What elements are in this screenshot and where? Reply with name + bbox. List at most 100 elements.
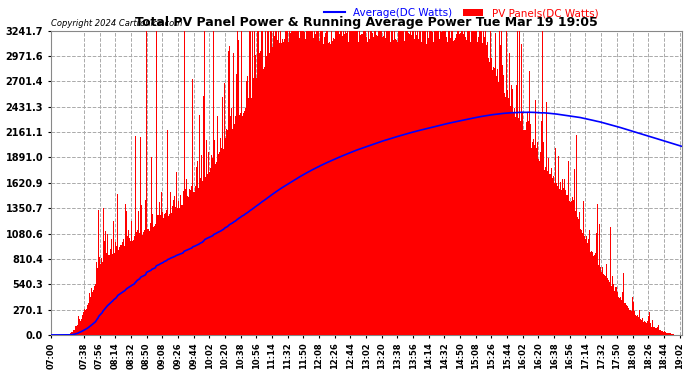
- Bar: [103, 208, 104, 335]
- Bar: [511, 84, 512, 335]
- Bar: [282, 39, 283, 335]
- Bar: [448, 31, 449, 335]
- Bar: [641, 320, 642, 335]
- Bar: [546, 171, 548, 335]
- Bar: [489, 62, 490, 335]
- Bar: [204, 31, 206, 335]
- Bar: [169, 214, 170, 335]
- Bar: [635, 314, 636, 335]
- Bar: [96, 262, 97, 335]
- Bar: [262, 31, 263, 335]
- Bar: [548, 158, 549, 335]
- Bar: [385, 38, 386, 335]
- Bar: [536, 148, 538, 335]
- Bar: [186, 179, 187, 335]
- Bar: [476, 31, 477, 335]
- Bar: [367, 42, 368, 335]
- Bar: [202, 181, 203, 335]
- Bar: [611, 286, 612, 335]
- Bar: [175, 207, 176, 335]
- Bar: [388, 31, 389, 335]
- Bar: [357, 42, 359, 335]
- Bar: [495, 33, 496, 335]
- Bar: [209, 172, 210, 335]
- Bar: [163, 218, 164, 335]
- Bar: [144, 230, 146, 335]
- Bar: [187, 196, 188, 335]
- Bar: [602, 267, 603, 335]
- Bar: [259, 53, 260, 335]
- Bar: [215, 164, 216, 335]
- Bar: [142, 235, 143, 335]
- Bar: [496, 76, 497, 335]
- Bar: [459, 33, 460, 335]
- Bar: [523, 129, 524, 335]
- Bar: [559, 189, 560, 335]
- Bar: [241, 31, 242, 335]
- Bar: [354, 31, 355, 335]
- Bar: [658, 325, 659, 335]
- Bar: [289, 31, 290, 335]
- Bar: [562, 180, 563, 335]
- Bar: [306, 31, 307, 335]
- Bar: [371, 31, 372, 335]
- Bar: [157, 215, 159, 335]
- Bar: [591, 251, 592, 335]
- Bar: [183, 191, 184, 335]
- Bar: [196, 167, 197, 335]
- Bar: [79, 319, 80, 335]
- Bar: [488, 31, 489, 335]
- Bar: [124, 246, 126, 335]
- Bar: [180, 195, 181, 335]
- Bar: [159, 202, 160, 335]
- Bar: [357, 31, 358, 335]
- Bar: [233, 53, 234, 335]
- Bar: [272, 31, 273, 335]
- Bar: [543, 142, 544, 335]
- Bar: [131, 220, 132, 335]
- Bar: [512, 89, 513, 335]
- Bar: [109, 255, 110, 335]
- Bar: [509, 53, 510, 335]
- Bar: [269, 53, 270, 335]
- Bar: [400, 31, 402, 335]
- Bar: [549, 174, 550, 335]
- Title: Total PV Panel Power & Running Average Power Tue Mar 19 19:05: Total PV Panel Power & Running Average P…: [135, 16, 598, 30]
- Bar: [113, 221, 114, 335]
- Bar: [589, 230, 591, 335]
- Bar: [248, 98, 249, 335]
- Bar: [450, 38, 451, 335]
- Bar: [447, 42, 448, 335]
- Bar: [135, 136, 136, 335]
- Bar: [242, 116, 243, 335]
- Bar: [457, 31, 458, 335]
- Bar: [403, 31, 404, 335]
- Bar: [359, 44, 360, 335]
- Bar: [208, 152, 209, 335]
- Bar: [247, 76, 248, 335]
- Bar: [254, 31, 255, 335]
- Bar: [119, 247, 120, 335]
- Bar: [479, 31, 480, 335]
- Bar: [328, 43, 329, 335]
- Bar: [170, 192, 171, 335]
- Bar: [408, 33, 409, 335]
- Bar: [464, 31, 465, 335]
- Bar: [264, 67, 265, 335]
- Bar: [369, 39, 370, 335]
- Bar: [485, 31, 486, 335]
- Bar: [91, 288, 92, 335]
- Bar: [118, 249, 119, 335]
- Bar: [610, 226, 611, 335]
- Bar: [646, 323, 647, 335]
- Bar: [406, 34, 407, 335]
- Bar: [526, 113, 528, 335]
- Bar: [615, 293, 616, 335]
- Bar: [70, 333, 71, 335]
- Bar: [642, 310, 644, 335]
- Bar: [327, 31, 328, 335]
- Bar: [172, 206, 173, 335]
- Bar: [530, 124, 531, 335]
- Bar: [84, 309, 86, 335]
- Bar: [480, 49, 482, 335]
